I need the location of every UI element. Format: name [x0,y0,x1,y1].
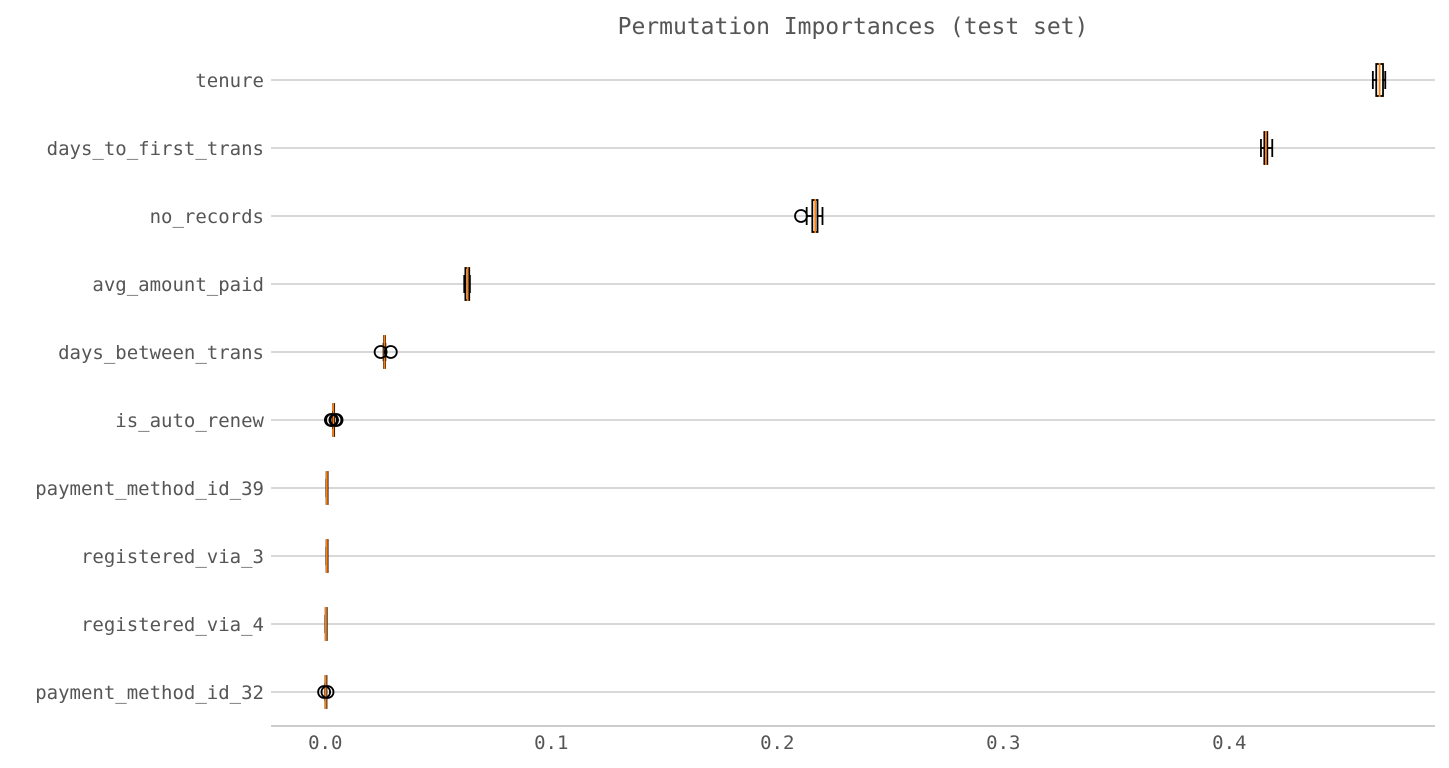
x-tick-label: 0.2 [760,732,794,754]
x-tick-label: 0.0 [308,732,342,754]
boxplot-days_between_trans [373,335,398,369]
boxplot-days_to_first_trans [1260,131,1274,165]
chart-title: Permutation Importances (test set) [618,14,1089,40]
y-tick-label: is_auto_renew [115,410,264,432]
flier-point [320,685,335,699]
flier-point [383,345,398,359]
y-tick-label: days_between_trans [58,342,264,364]
y-tick-labels: tenure days_to_first_trans no_records avg_a… [35,70,264,704]
y-tick-label: avg_amount_paid [92,274,264,296]
boxplot-registered_via_3 [325,539,329,573]
x-tick-label: 0.1 [534,732,568,754]
boxplots [317,63,1387,709]
boxplot-registered_via_4 [324,607,328,641]
y-tick-label: payment_method_id_39 [35,478,264,500]
gridlines [271,79,1435,693]
y-tick-label: tenure [195,70,264,92]
y-tick-label: days_to_first_trans [47,138,264,160]
flier-point [794,209,808,223]
y-tick-label: payment_method_id_32 [35,682,264,704]
boxplot-tenure [1371,63,1387,97]
x-tick-labels: 0.0 0.1 0.2 0.3 0.4 [308,732,1246,754]
boxplot-payment_method_id_32 [317,675,335,709]
boxplot-no_records [794,199,824,233]
flier-point [373,345,388,359]
x-tick-label: 0.4 [1212,732,1246,754]
boxplot-is_auto_renew [323,403,344,437]
boxplot-avg_amount_paid [463,267,471,301]
x-tick-label: 0.3 [986,732,1020,754]
y-tick-label: registered_via_3 [81,546,264,568]
y-tick-label: no_records [150,206,264,228]
flier-point [329,413,344,427]
boxplot-payment_method_id_39 [325,471,329,505]
y-tick-label: registered_via_4 [81,614,264,636]
